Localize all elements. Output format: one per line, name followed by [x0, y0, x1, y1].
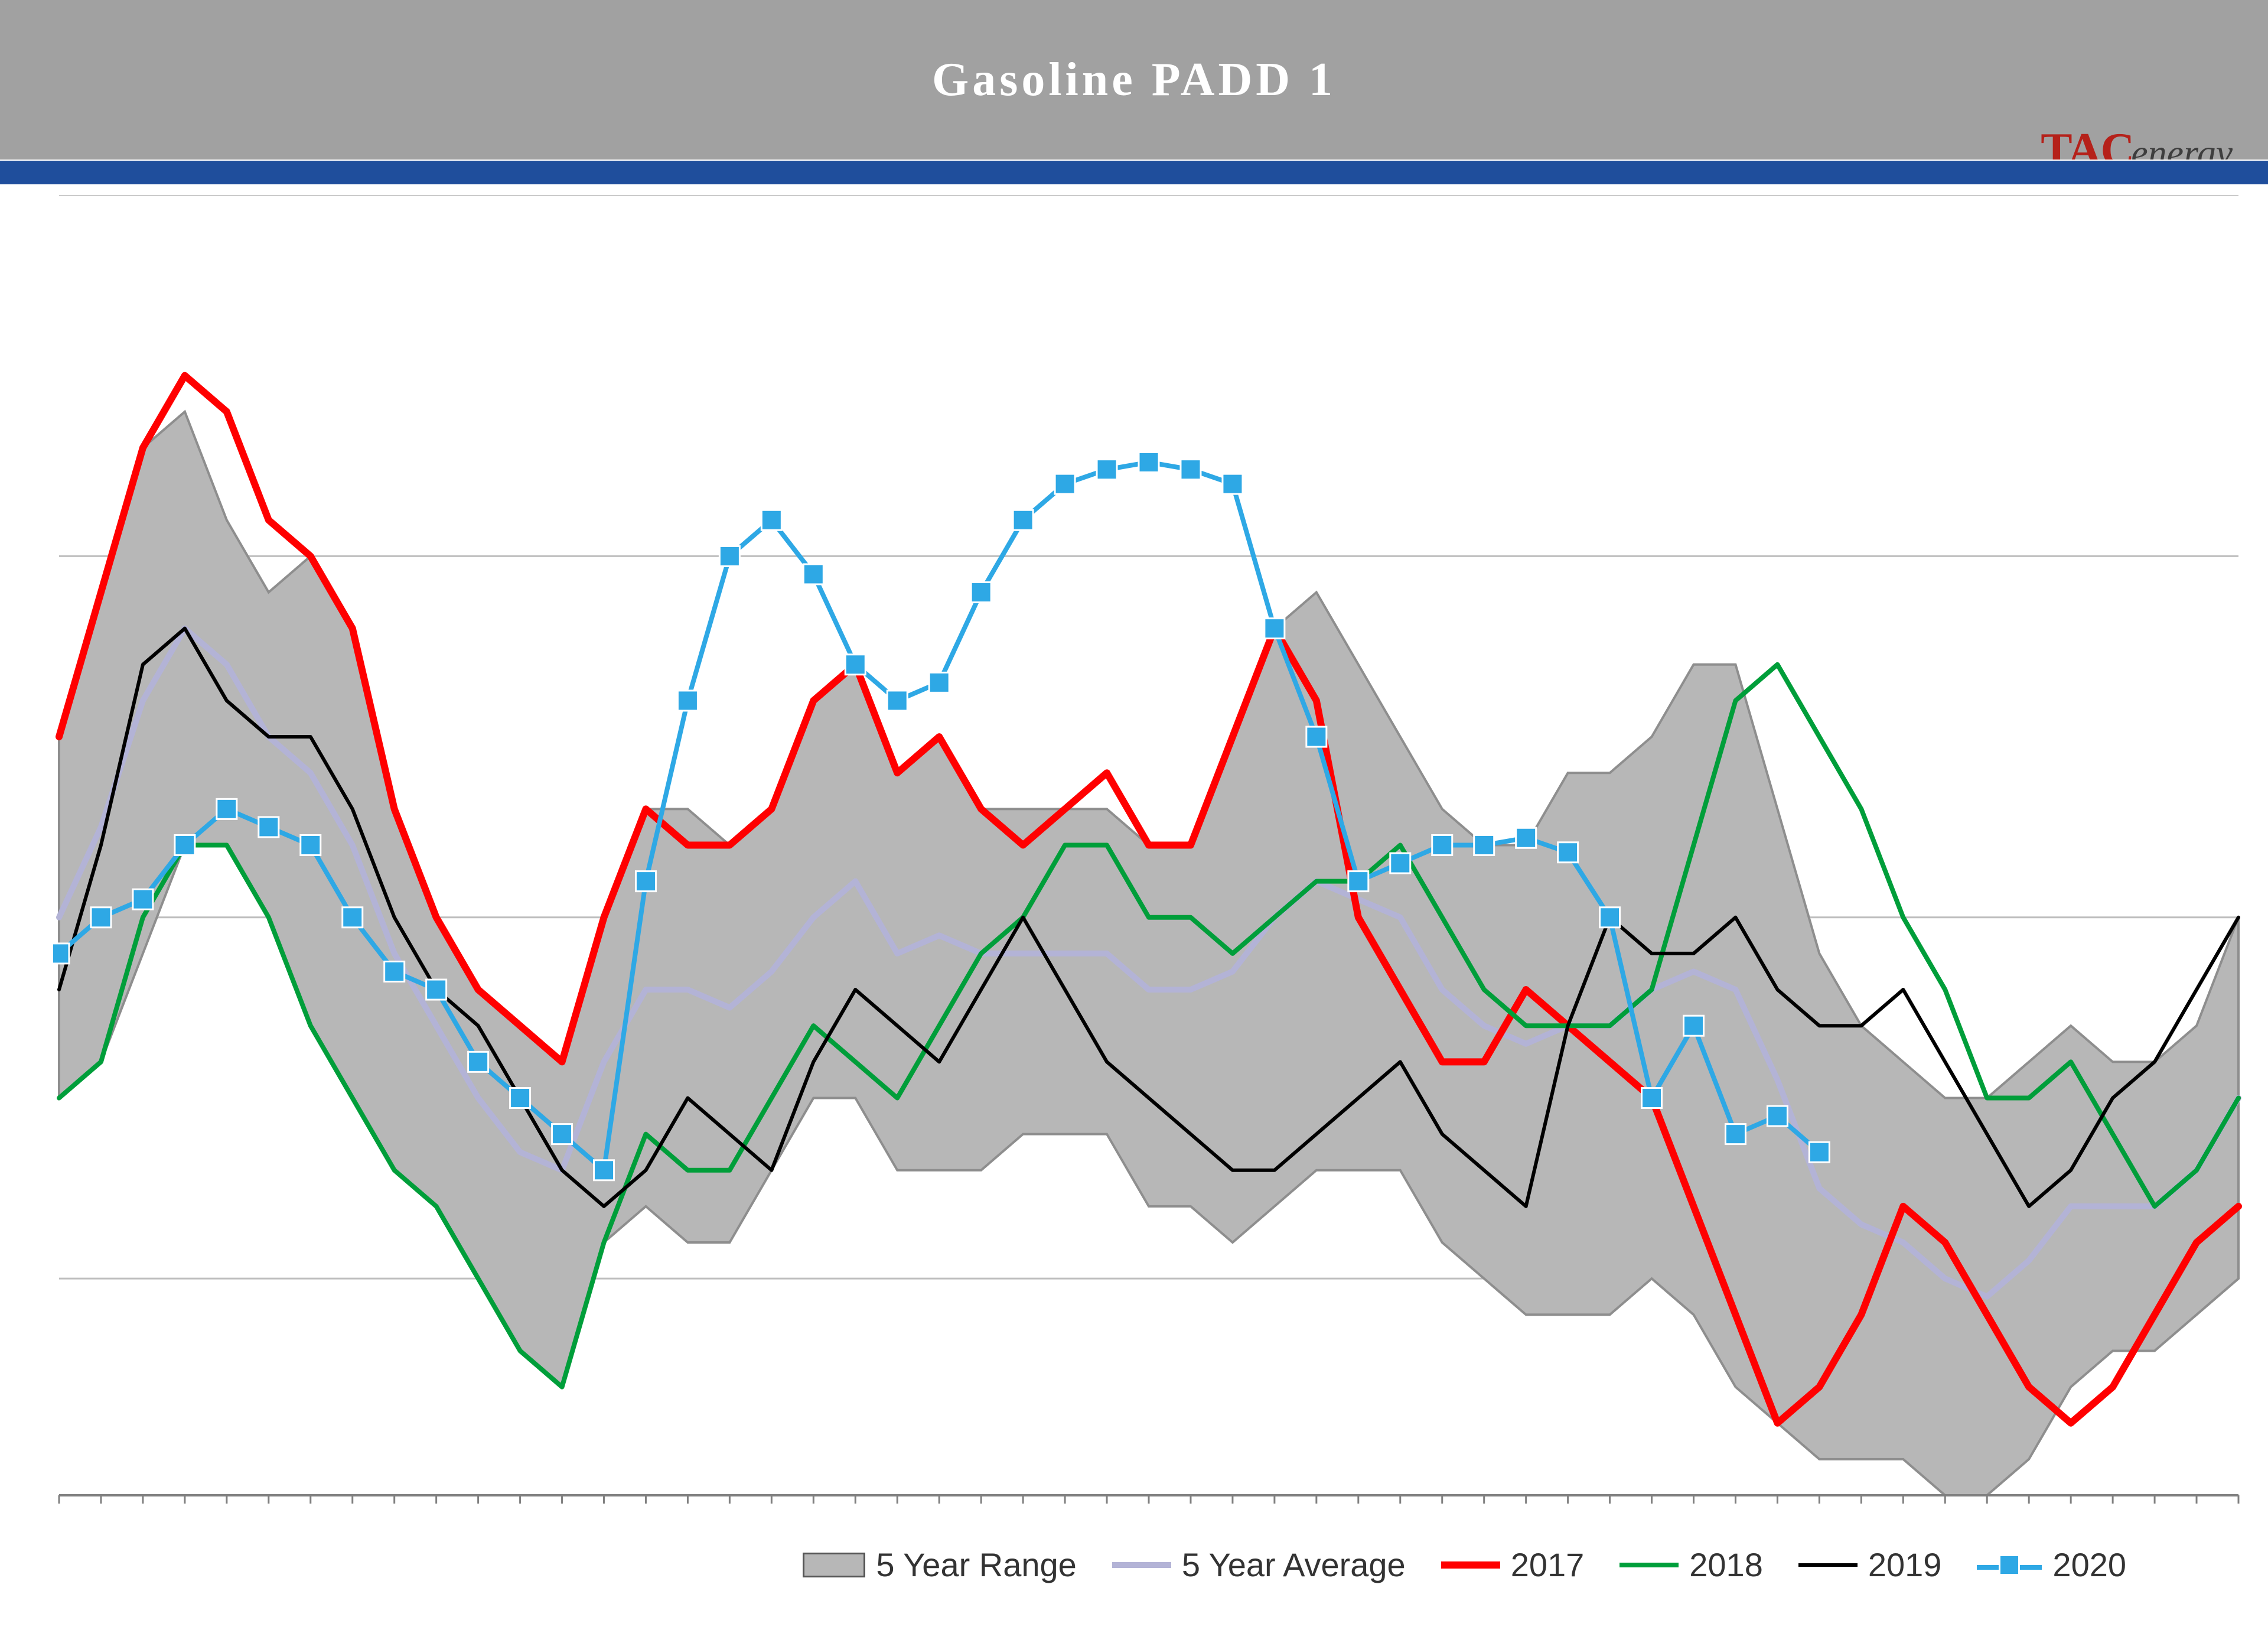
legend-swatch-2017: [1441, 1561, 1500, 1569]
chart-svg: [53, 195, 2244, 1596]
chart-container: Gasoline PADD 1 TACenergy 5 Year Range5 …: [0, 0, 2268, 1643]
legend-label: 2018: [1689, 1546, 1763, 1584]
legend-swatch-2018: [1619, 1563, 1679, 1567]
legend-label: 5 Year Average: [1182, 1546, 1406, 1584]
legend-label: 2017: [1511, 1546, 1585, 1584]
legend-label: 2019: [1868, 1546, 1942, 1584]
plot-area: 5 Year Range 5 Year Average 2017 2018 2019 20…: [53, 195, 2244, 1596]
legend-swatch-range: [803, 1553, 865, 1577]
legend-item: 2019: [1798, 1546, 1942, 1584]
legend-label: 2020: [2052, 1546, 2126, 1584]
title-bar: Gasoline PADD 1 TACenergy: [0, 0, 2268, 160]
legend: 5 Year Range 5 Year Average 2017 2018 2019 20…: [803, 1546, 2126, 1584]
legend-item: 2020: [1977, 1546, 2126, 1584]
chart-title: Gasoline PADD 1: [932, 53, 1336, 107]
legend-item: 5 Year Range: [803, 1546, 1076, 1584]
legend-item: 5 Year Average: [1112, 1546, 1406, 1584]
legend-swatch-2019: [1798, 1563, 1858, 1567]
legend-swatch-avg: [1112, 1562, 1171, 1568]
legend-item: 2017: [1441, 1546, 1585, 1584]
legend-swatch-2020: [1977, 1554, 2042, 1576]
legend-item: 2018: [1619, 1546, 1763, 1584]
legend-label: 5 Year Range: [876, 1546, 1076, 1584]
header-accent-band: [0, 160, 2268, 186]
